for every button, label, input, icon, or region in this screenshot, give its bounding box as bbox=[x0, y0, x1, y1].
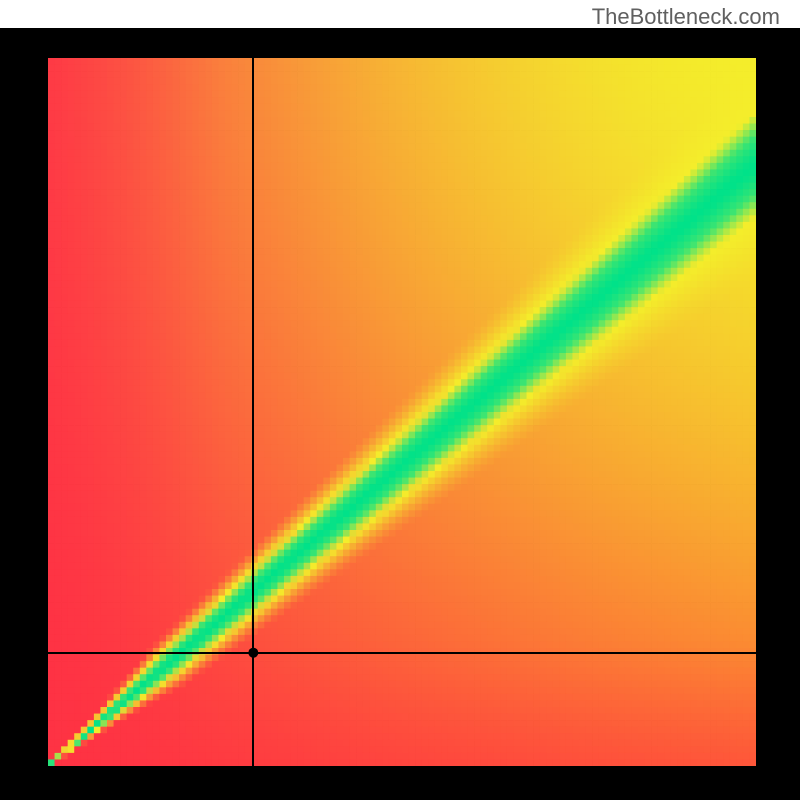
watermark-text: TheBottleneck.com bbox=[592, 4, 780, 30]
crosshair-horizontal bbox=[48, 652, 756, 654]
heatmap-canvas bbox=[48, 58, 756, 766]
crosshair-vertical bbox=[252, 58, 254, 766]
heatmap-plot-area bbox=[48, 58, 756, 766]
